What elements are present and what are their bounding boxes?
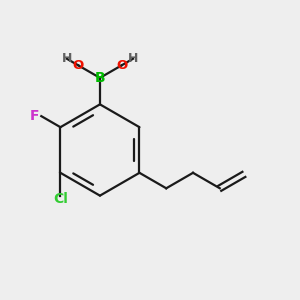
Text: H: H [61,52,72,65]
Text: O: O [116,59,127,72]
Text: H: H [128,52,138,65]
Text: B: B [94,71,105,85]
Text: Cl: Cl [53,192,68,206]
Text: O: O [73,59,84,72]
Text: F: F [29,109,39,123]
